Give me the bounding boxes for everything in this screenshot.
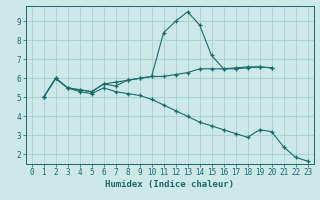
X-axis label: Humidex (Indice chaleur): Humidex (Indice chaleur) <box>105 180 234 189</box>
